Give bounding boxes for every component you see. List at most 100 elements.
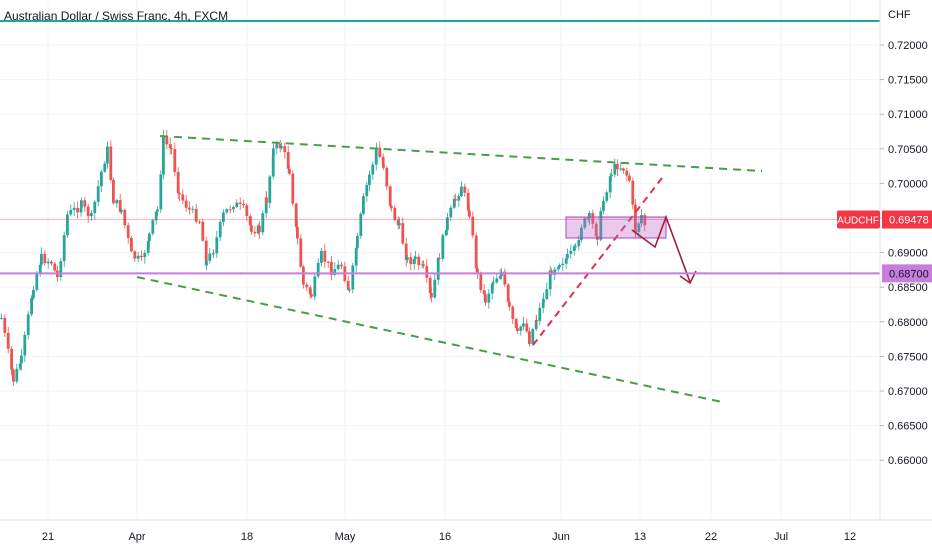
rising-channel-line[interactable] (532, 177, 663, 346)
candle-body (205, 260, 208, 266)
candle-body (545, 289, 549, 299)
candle-body (50, 261, 53, 264)
y-tick-label: 0.69000 (888, 248, 928, 260)
candle-body (86, 206, 90, 217)
candle-body (178, 193, 181, 195)
candle-body (354, 248, 358, 266)
candle-body (148, 233, 151, 242)
candle-body (310, 294, 313, 297)
price-axis[interactable]: 0.720000.715000.710000.705000.700000.695… (880, 40, 928, 467)
candle-body (165, 136, 169, 145)
candle-body (346, 280, 350, 290)
candle-body (194, 208, 198, 222)
candle-body (204, 240, 208, 266)
x-tick-label: 13 (634, 531, 646, 543)
y-tick-label: 0.72000 (888, 40, 928, 52)
candle-body (242, 204, 245, 206)
candle-body (235, 202, 239, 208)
candle-body (436, 258, 440, 280)
candle-body (495, 278, 499, 283)
lower-trendline[interactable] (136, 276, 723, 403)
candle-body (446, 217, 449, 231)
candle-body (476, 268, 479, 273)
candle-body (6, 333, 10, 349)
candle-body (173, 149, 177, 172)
candle-body (133, 251, 137, 259)
projected-path-arrow[interactable] (631, 214, 691, 283)
candle-body (291, 173, 295, 204)
candle-body (83, 200, 87, 207)
candle-body (351, 265, 355, 290)
candle-body (66, 214, 69, 236)
candle-body (457, 195, 461, 201)
candle-body (359, 213, 363, 236)
candle-body (425, 265, 429, 278)
x-tick-label: 21 (42, 531, 54, 543)
candle-body (326, 261, 330, 263)
candle-body (184, 200, 188, 208)
candle-body (430, 292, 433, 298)
candle-body (414, 256, 417, 260)
candle-body (38, 264, 42, 274)
candle-body (320, 250, 323, 263)
candle-body (76, 207, 79, 213)
candle-body (417, 256, 421, 266)
candle-body (112, 179, 115, 204)
candle-body (586, 218, 590, 220)
candle-body (479, 272, 483, 291)
candle-body (69, 209, 73, 215)
candle-body (188, 207, 191, 210)
x-tick-label: 18 (241, 531, 253, 543)
candle-body (302, 266, 305, 285)
candle-body (222, 212, 225, 223)
candle-body (225, 209, 229, 213)
candle-body (605, 192, 609, 201)
candle-body (340, 264, 343, 267)
candle-body (508, 301, 511, 307)
candle-body (625, 170, 629, 176)
candle-body (393, 207, 397, 220)
candle-body (460, 186, 463, 196)
candle-body (176, 171, 180, 194)
candle-body (198, 221, 201, 223)
axis-labels: AUDCHF 0.69478 0.68700 (837, 210, 932, 283)
candle-body (261, 213, 265, 233)
candle-body (368, 174, 371, 185)
candle-body (151, 220, 155, 234)
candle-body (181, 194, 185, 201)
candle-body (30, 297, 33, 315)
candle-body (168, 144, 172, 149)
drawings-layer (136, 135, 763, 403)
time-axis[interactable]: 21 Apr 18 May 16 Jun 13 22 Jul 12 (42, 531, 856, 543)
candle-body (558, 264, 561, 268)
x-tick-label: 12 (844, 531, 856, 543)
candle-body (468, 210, 471, 217)
candle-body (265, 197, 268, 203)
arrow-head (679, 270, 697, 285)
upper-trendline[interactable] (159, 135, 763, 172)
x-tick-label: Apr (128, 531, 145, 543)
candle-body (18, 363, 22, 369)
candle-body (516, 328, 519, 331)
candle-body (140, 255, 143, 258)
candle-body (610, 174, 613, 177)
candle-body (143, 252, 147, 258)
candle-body (382, 164, 385, 168)
candle-body (258, 225, 261, 233)
x-tick-label: Jun (552, 531, 570, 543)
candle-body (130, 237, 133, 252)
candle-body (245, 205, 249, 217)
candle-body (452, 198, 456, 208)
candle-body (212, 253, 215, 255)
candle-body (100, 171, 103, 187)
candle-body (492, 282, 495, 284)
candle-body (26, 314, 30, 335)
current-price-tag (882, 210, 932, 229)
currency-label: CHF (888, 9, 911, 21)
candle-body (336, 264, 340, 270)
x-tick-label: May (335, 531, 356, 543)
candle-body (566, 253, 569, 259)
candle-body (564, 258, 568, 264)
resistance-zone[interactable] (565, 216, 667, 239)
